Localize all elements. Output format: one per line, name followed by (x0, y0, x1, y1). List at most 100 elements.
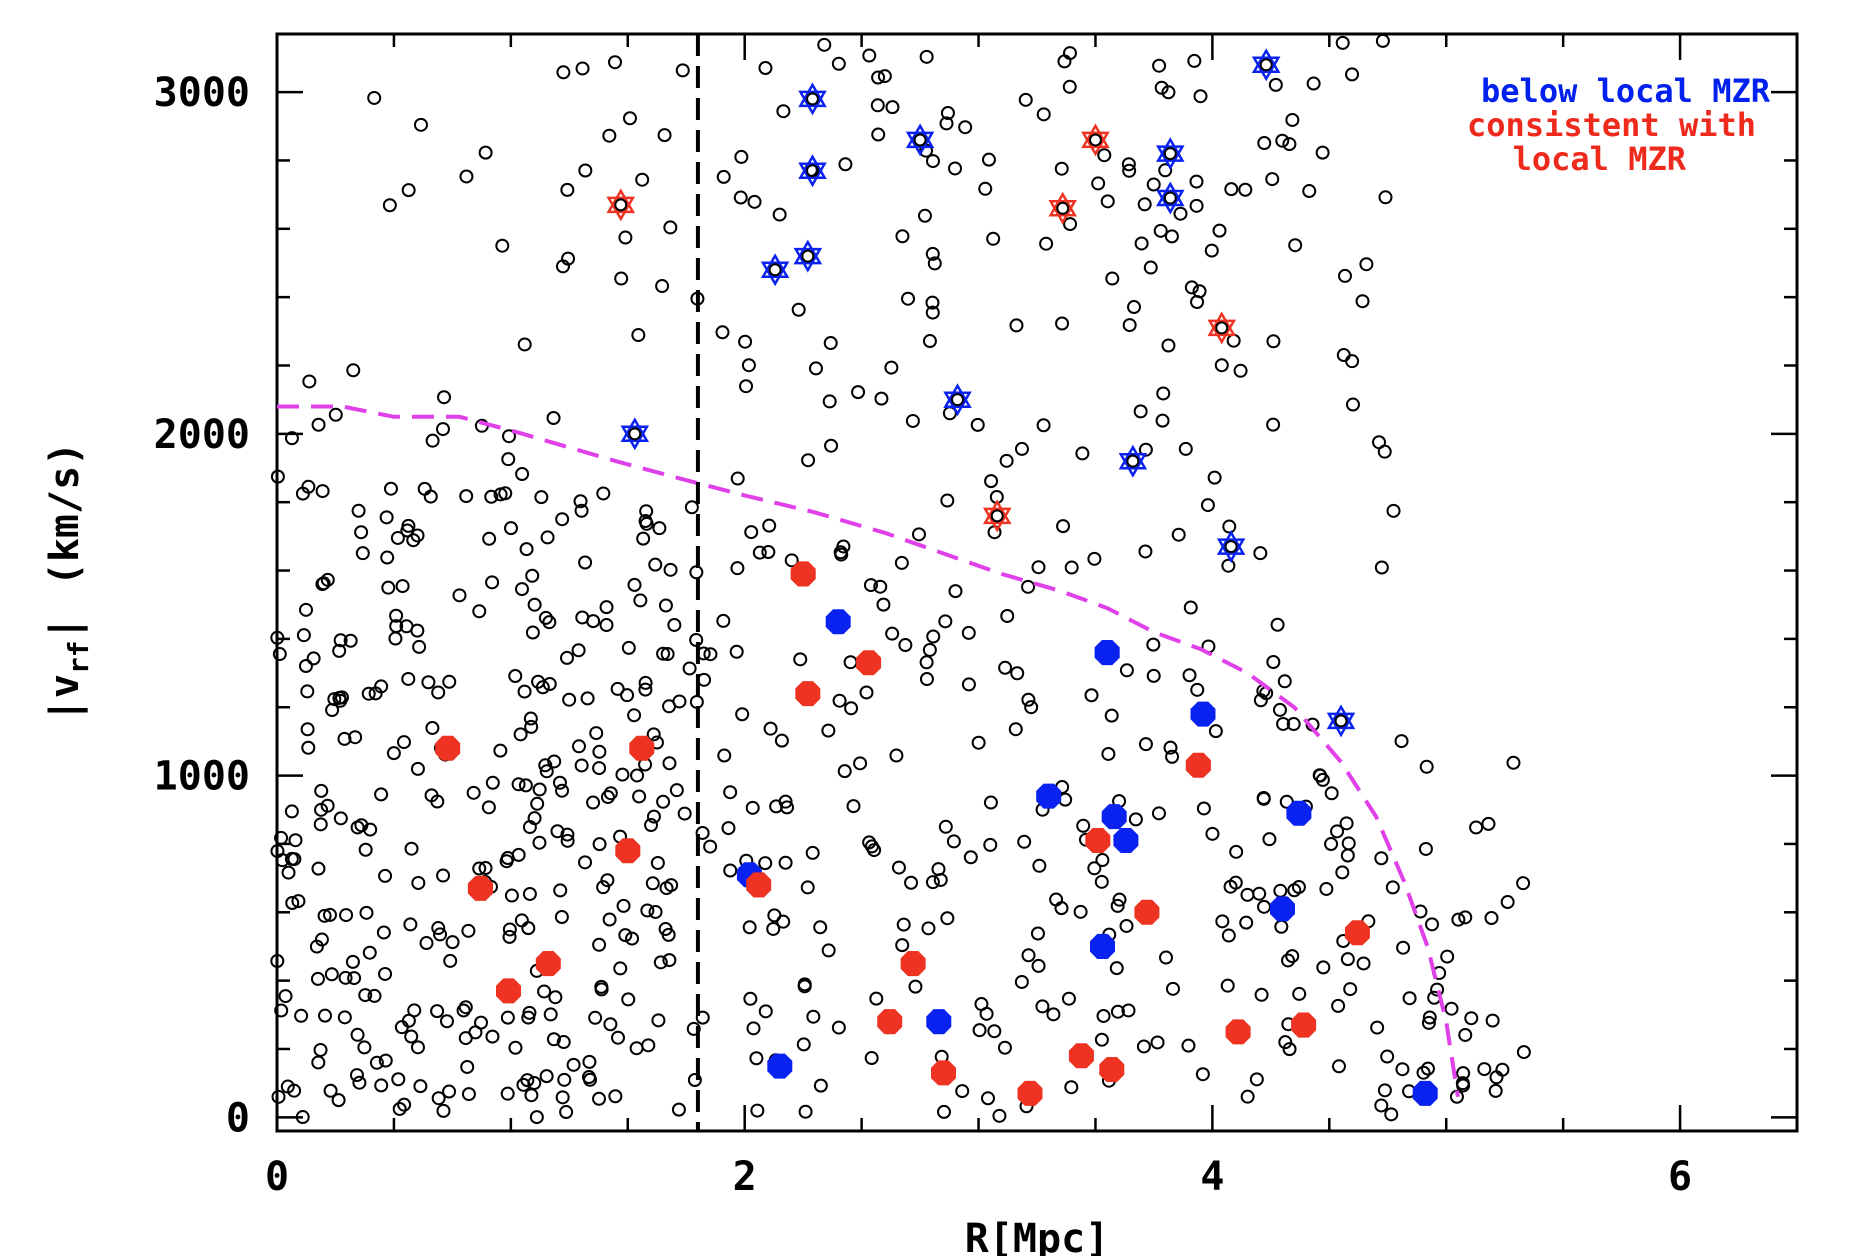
data-point (461, 1087, 476, 1102)
data-point (863, 578, 878, 593)
data-point (946, 834, 961, 849)
data-point (295, 486, 310, 501)
data-point (539, 764, 554, 779)
data-point (537, 984, 552, 999)
data-point (527, 1076, 542, 1091)
data-point (500, 1086, 515, 1101)
data-point (524, 1088, 539, 1103)
data-point (380, 550, 395, 565)
data-point (423, 489, 438, 504)
data-point (1128, 812, 1143, 827)
data-point (445, 935, 460, 950)
data-point (896, 917, 911, 932)
y-axis-title-bar: | (42, 616, 89, 640)
data-point (1380, 1049, 1395, 1064)
data-point (653, 955, 668, 970)
data-point (1281, 953, 1296, 968)
data-point (538, 758, 553, 773)
data-point (971, 735, 986, 750)
data-point (521, 921, 536, 936)
data-point (1096, 1008, 1111, 1023)
data-point (1384, 1107, 1399, 1122)
data-point (459, 489, 474, 504)
star-triangle-up (1156, 181, 1185, 207)
data-point (1036, 107, 1051, 122)
data-point (388, 631, 403, 646)
star-center (806, 164, 820, 178)
data-point (1395, 1062, 1410, 1077)
marker-filled (435, 735, 461, 761)
data-point (997, 1040, 1012, 1055)
data-point (774, 733, 789, 748)
data-point (397, 1097, 412, 1112)
data-point (1455, 1076, 1470, 1091)
data-point (284, 851, 299, 866)
data-point (493, 743, 508, 758)
data-point (1276, 716, 1291, 731)
data-point (433, 927, 448, 942)
star-center (913, 133, 927, 147)
data-point (1146, 177, 1161, 192)
data-point (525, 625, 540, 640)
data-point (314, 783, 329, 798)
data-point (1481, 816, 1496, 831)
y-tick-label: 2000 (154, 412, 250, 458)
data-point (401, 671, 416, 686)
data-point (885, 100, 900, 115)
data-point (459, 169, 474, 184)
data-point (374, 1078, 389, 1093)
data-point (425, 720, 440, 735)
star-center (1215, 321, 1229, 335)
data-point (350, 1027, 365, 1042)
data-point (602, 912, 617, 927)
data-point (922, 642, 937, 657)
marker-star (1251, 48, 1281, 82)
data-point (1035, 999, 1050, 1014)
data-point (1477, 1062, 1492, 1077)
data-point (734, 149, 749, 164)
data-point (758, 856, 773, 871)
data-point (1137, 197, 1152, 212)
data-point (610, 681, 625, 696)
data-point (796, 1037, 811, 1052)
data-point (501, 452, 516, 467)
data-point (508, 1040, 523, 1055)
data-point (1282, 137, 1297, 152)
data-point (328, 407, 343, 422)
marker-star (1156, 137, 1185, 171)
data-point (1087, 551, 1102, 566)
data-point (270, 469, 285, 484)
data-point (379, 510, 394, 525)
data-point (1165, 981, 1180, 996)
data-point (1121, 1003, 1136, 1018)
data-point (1302, 184, 1317, 199)
data-point (437, 390, 452, 405)
data-point (940, 106, 955, 121)
marker-filled (1085, 828, 1111, 853)
data-point (1275, 133, 1290, 148)
data-point (684, 500, 699, 515)
data-point (925, 246, 940, 261)
data-point (1356, 956, 1371, 971)
marker-filled (467, 875, 493, 901)
data-point (1021, 692, 1036, 707)
data-point (632, 789, 647, 804)
data-point (1158, 163, 1173, 178)
data-point (285, 895, 300, 910)
marker-filled (900, 951, 926, 977)
data-point (733, 190, 748, 205)
data-point (1159, 950, 1174, 965)
star-triangle-up (1156, 137, 1185, 162)
data-point (1094, 1032, 1109, 1047)
data-point (1488, 1083, 1503, 1098)
data-point (524, 719, 539, 734)
data-point (555, 1090, 570, 1105)
marker-star (1156, 181, 1185, 215)
star-triangle-down (620, 425, 650, 451)
star-center (768, 263, 782, 277)
data-point (1220, 978, 1235, 993)
data-point (592, 761, 607, 776)
marker-star (1216, 530, 1246, 564)
data-point (1402, 991, 1417, 1006)
data-point (905, 413, 920, 428)
